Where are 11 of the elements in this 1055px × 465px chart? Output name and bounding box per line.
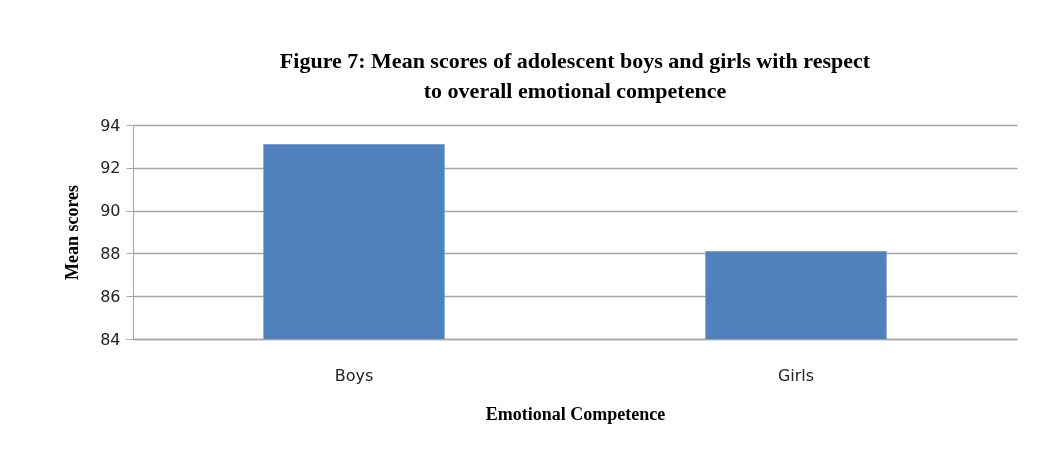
chart-title: Figure 7: Mean scores of adolescent boys and girls with respect to overall emotional competence	[279, 48, 871, 103]
x-tick-label: Boys	[334, 365, 374, 385]
y-tick-label: 94	[100, 115, 121, 135]
x-tick-label: Girls	[777, 365, 815, 385]
y-tick-label: 92	[100, 158, 121, 178]
y-tick-label: 90	[100, 201, 121, 221]
y-tick-label: 88	[100, 243, 121, 263]
y-tick-label: 84	[100, 329, 121, 349]
y-axis-title: Mean scores	[62, 184, 83, 281]
y-tick-label: 86	[100, 286, 121, 306]
x-axis-title: Emotional Competence	[485, 403, 666, 424]
